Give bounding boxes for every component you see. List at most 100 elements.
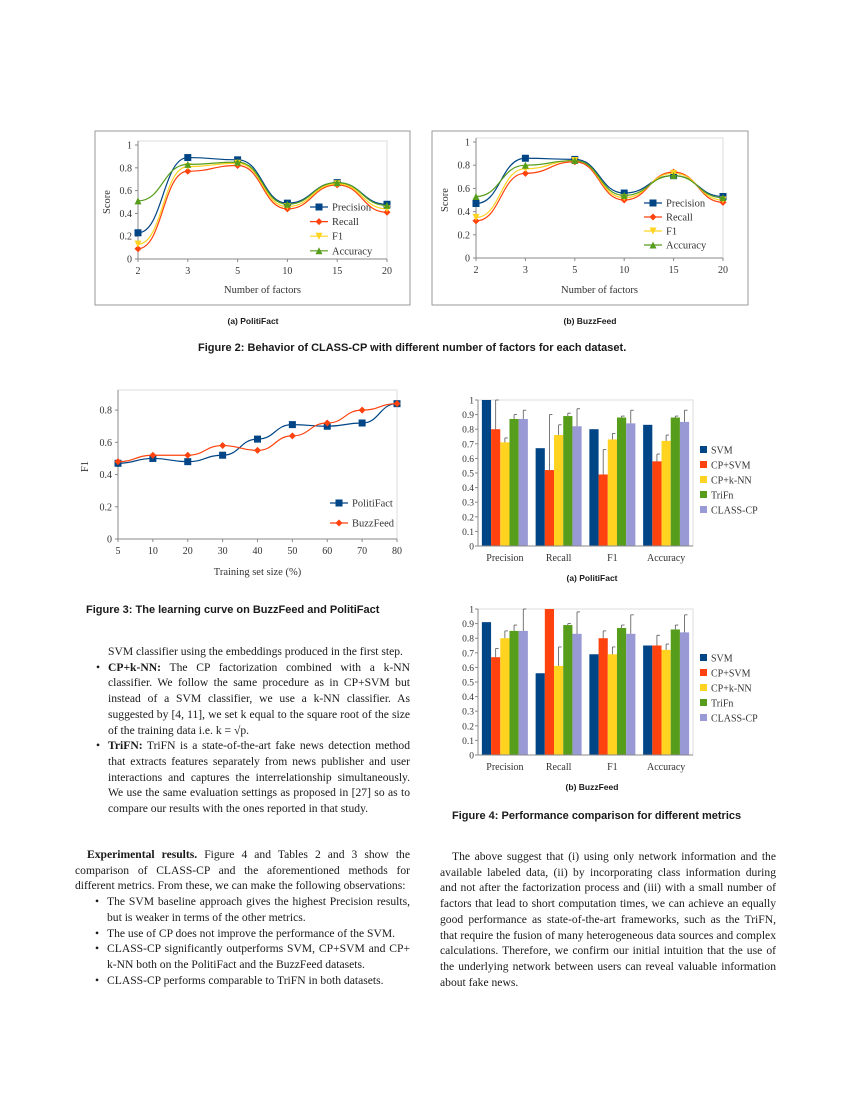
x-tick-label: 3: [523, 265, 528, 276]
y-tick-label: 0.8: [462, 635, 474, 645]
legend-label: PolitiFact: [352, 499, 393, 510]
bar-cp+svm: [491, 657, 501, 755]
bar-cp+svm: [491, 429, 501, 546]
bar-cp+k-nn: [554, 665, 564, 755]
marker-square: [335, 499, 343, 507]
marker-diamond: [114, 458, 122, 466]
bar-trifn: [616, 417, 627, 546]
category-label: Accuracy: [647, 553, 685, 564]
y-tick-label: 0.6: [100, 438, 113, 449]
figure-3-caption: Figure 3: The learning curve on BuzzFeed…: [86, 604, 380, 616]
y-tick-label: 0.3: [462, 708, 474, 718]
marker-square: [315, 203, 323, 211]
x-tick-label: 5: [235, 266, 240, 277]
legend-swatch: [700, 491, 707, 498]
y-tick-label: 1: [469, 606, 474, 616]
legend-swatch: [700, 446, 707, 453]
x-tick-label: 10: [619, 265, 629, 276]
marker-triangle-up: [333, 179, 341, 187]
figure-4-caption: Figure 4: Performance comparison for dif…: [452, 810, 742, 822]
legend-label: CP+k-NN: [711, 476, 752, 487]
figure-2a-subcaption: (a) PolitiFact: [227, 316, 279, 326]
marker-triangle-up: [234, 158, 242, 166]
category-label: Precision: [486, 553, 523, 564]
marker-triangle-up: [670, 172, 678, 180]
series-line: [137, 162, 388, 245]
x-tick-label: 15: [332, 266, 342, 277]
marker-triangle-up: [472, 193, 480, 201]
y-tick-label: 0.6: [462, 664, 474, 674]
results-heading: Experimental results.: [87, 848, 198, 861]
bar-svm: [535, 673, 545, 755]
marker-triangle-up: [719, 194, 727, 202]
series-line: [475, 161, 724, 222]
marker-square: [184, 458, 192, 466]
fig2b-chart: 0 0.2 0.4 0.6 0.8 1 2 3 5 10 15 20 Number of factors…: [440, 137, 728, 296]
y-axis-label: F1: [80, 461, 91, 472]
x-tick-label: 5: [116, 546, 121, 557]
marker-square: [358, 419, 366, 427]
bar-svm: [643, 645, 653, 755]
legend-swatch: [700, 684, 707, 691]
bar-svm: [643, 424, 653, 546]
y-tick-label: 0.8: [458, 161, 471, 172]
bar-cp+svm: [598, 638, 608, 755]
conclusion-paragraph: The above suggest that (i) using only ne…: [440, 850, 776, 989]
x-axis-label: Number of factors: [561, 285, 638, 296]
right-column: The above suggest that (i) using only ne…: [440, 849, 776, 990]
bar-cp+k-nn: [554, 435, 564, 546]
series-accuracy: [134, 158, 391, 209]
y-tick-label: 0.2: [120, 232, 133, 243]
marker-square: [219, 451, 227, 459]
x-tick-label: 10: [282, 266, 292, 277]
x-tick-label: 20: [183, 546, 193, 557]
marker-diamond: [315, 218, 323, 226]
category-label: Precision: [486, 762, 523, 773]
x-tick-label: 30: [218, 546, 228, 557]
x-tick-label: 20: [718, 265, 728, 276]
category-label: Accuracy: [647, 762, 685, 773]
y-tick-label: 0.2: [458, 230, 471, 241]
y-tick-label: 0.6: [458, 184, 471, 195]
y-tick-label: 1: [127, 141, 132, 152]
bar-trifn: [509, 418, 519, 546]
bar-cp+svm: [598, 474, 608, 546]
y-tick-label: 1: [465, 138, 470, 149]
y-tick-label: 0: [127, 255, 132, 266]
marker-square: [288, 421, 296, 429]
legend-label: CLASS-CP: [711, 714, 758, 725]
x-tick-label: 60: [322, 546, 332, 557]
plot-area: [117, 389, 398, 540]
marker-triangle-down: [649, 227, 657, 235]
bar-svm: [589, 429, 599, 546]
marker-square: [472, 199, 480, 207]
y-tick-label: 0.1: [462, 528, 474, 538]
plot-area: [137, 140, 388, 260]
bar-class-cp: [679, 632, 690, 755]
bar-svm: [535, 448, 545, 546]
marker-triangle-down: [315, 232, 323, 240]
bar-class-cp: [679, 421, 690, 546]
bar-cp+svm: [544, 609, 555, 755]
marker-triangle-up: [383, 201, 391, 209]
marker-diamond: [184, 451, 192, 459]
category-label: Recall: [546, 762, 572, 773]
x-tick-label: 80: [392, 546, 402, 557]
experimental-results: Experimental results. Figure 4 and Table…: [75, 847, 410, 988]
bar-trifn: [563, 416, 573, 546]
legend-label: Accuracy: [666, 241, 707, 252]
y-tick-label: 0.4: [100, 470, 113, 481]
y-tick-label: 0.4: [462, 484, 474, 494]
marker-triangle-up: [134, 197, 142, 205]
y-tick-label: 0.6: [462, 455, 474, 465]
legend-label: Recall: [666, 213, 693, 224]
marker-diamond: [184, 167, 192, 175]
bar-class-cp: [572, 633, 582, 755]
fig4a-chart: 0 0.1 0.2 0.3 0.4 0.5 0.6 0.7 0.8 0.9 1 Precision Re…: [462, 397, 758, 565]
legend-label: Precision: [666, 199, 706, 210]
marker-diamond: [219, 442, 227, 450]
bar-cp+k-nn: [500, 638, 510, 755]
series-f1: [472, 157, 727, 221]
marker-triangle-up: [283, 200, 291, 208]
